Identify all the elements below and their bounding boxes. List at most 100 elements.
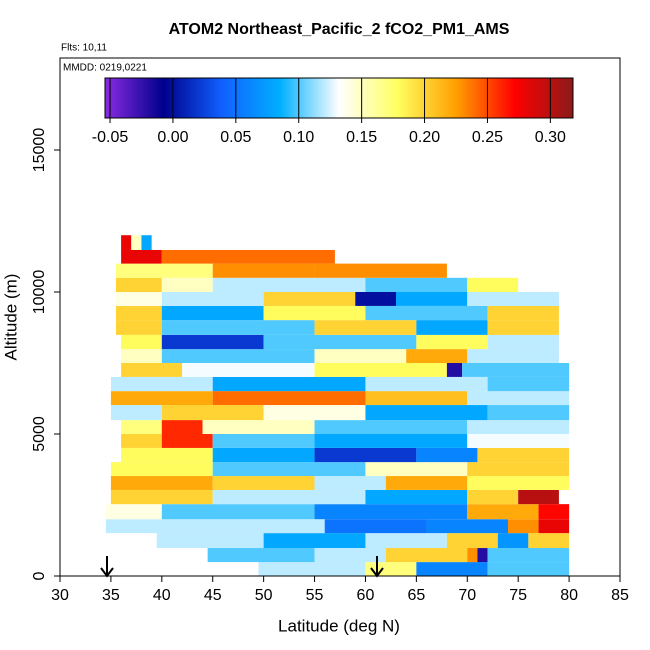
- colorbar-scale: [104, 77, 574, 119]
- x-tick-label: 55: [306, 587, 324, 604]
- cell: [121, 363, 183, 377]
- cell: [161, 249, 335, 264]
- cell: [324, 519, 427, 534]
- cell: [314, 349, 407, 364]
- cell: [487, 562, 570, 576]
- cell: [467, 476, 570, 490]
- cell: [365, 462, 468, 477]
- cell: [161, 405, 264, 421]
- cell: [416, 447, 478, 463]
- cell: [182, 363, 315, 377]
- cell: [141, 235, 152, 250]
- cell: [161, 334, 264, 350]
- colorbar-tick-label: 0.00: [157, 129, 188, 146]
- colorbar-tick-label: 0.15: [346, 129, 377, 146]
- cell: [212, 447, 315, 463]
- colorbar-tick-label: -0.05: [92, 129, 129, 146]
- colorbar-tick-label: 0.20: [409, 129, 440, 146]
- cell: [121, 249, 162, 264]
- x-tick-label: 65: [407, 587, 425, 604]
- cell: [487, 334, 559, 350]
- cell: [263, 405, 366, 421]
- cell: [161, 305, 264, 321]
- cell: [121, 334, 162, 350]
- cell: [416, 334, 488, 350]
- cell: [365, 305, 488, 321]
- cell: [258, 562, 366, 576]
- chart-title: ATOM2 Northeast_Pacific_2 fCO2_PM1_AMS: [169, 21, 510, 38]
- cell: [110, 391, 213, 406]
- cell: [508, 519, 539, 534]
- cell: [105, 519, 325, 534]
- cell: [212, 462, 366, 477]
- cell: [487, 320, 559, 335]
- note: Flts: 10,11: [61, 43, 107, 54]
- cell: [426, 519, 508, 534]
- plot-frame: [59, 57, 621, 577]
- cell: [518, 489, 559, 505]
- cell: [121, 420, 162, 435]
- x-tick-label: 40: [153, 587, 171, 604]
- cell: [365, 277, 468, 293]
- cell: [467, 434, 570, 448]
- cell: [528, 533, 570, 549]
- cell: [110, 462, 213, 477]
- cell: [207, 548, 315, 563]
- x-tick-label: 70: [458, 587, 476, 604]
- cell: [477, 447, 570, 463]
- cell: [212, 489, 366, 505]
- cell: [110, 405, 162, 421]
- cell: [212, 391, 366, 406]
- cell: [487, 405, 570, 421]
- cell: [467, 349, 559, 364]
- cell: [467, 462, 570, 477]
- cell: [116, 292, 162, 306]
- cell: [212, 376, 366, 392]
- cell: [365, 376, 488, 392]
- y-tick-label: 5000: [31, 416, 48, 452]
- cell: [365, 405, 488, 421]
- cell: [314, 447, 417, 463]
- colorbar-tick-label: 0.25: [472, 129, 503, 146]
- cell: [212, 277, 366, 293]
- cell: [110, 489, 213, 505]
- cell: [110, 376, 213, 392]
- cell: [202, 420, 315, 435]
- cell: [385, 548, 468, 563]
- cell: [161, 504, 315, 520]
- cell: [161, 292, 264, 306]
- cell: [365, 533, 447, 549]
- x-tick-label: 80: [560, 587, 578, 604]
- cell: [487, 376, 570, 392]
- cell: [385, 476, 468, 490]
- arrows: [100, 556, 384, 578]
- cell: [355, 292, 396, 306]
- cell: [314, 504, 468, 520]
- cell: [314, 548, 386, 563]
- cell: [416, 562, 488, 576]
- cell: [116, 277, 162, 293]
- cell: [212, 263, 315, 278]
- cell: [263, 292, 356, 306]
- colorbar-tick-label: 0.30: [535, 129, 566, 146]
- cell: [406, 349, 468, 364]
- cell: [161, 434, 213, 448]
- cell: [212, 434, 315, 448]
- cell: [446, 533, 498, 549]
- cell: [314, 363, 447, 377]
- cell: [116, 263, 213, 278]
- cell: [131, 235, 142, 250]
- colorbar: -0.05 0.00 0.05 0.10 0.15 0.20 0.25 0.30: [92, 77, 574, 146]
- cell: [263, 334, 417, 350]
- note: MMDD: 0219,0221: [63, 63, 147, 74]
- cell: [462, 363, 570, 377]
- cell: [497, 533, 529, 549]
- cell: [314, 263, 447, 278]
- cell: [156, 533, 264, 549]
- cell: [263, 305, 366, 321]
- y-axis-label: Altitude (m): [1, 274, 20, 361]
- colorbar-tick-label: 0.10: [283, 129, 314, 146]
- cell: [487, 305, 559, 321]
- cell: [467, 277, 519, 293]
